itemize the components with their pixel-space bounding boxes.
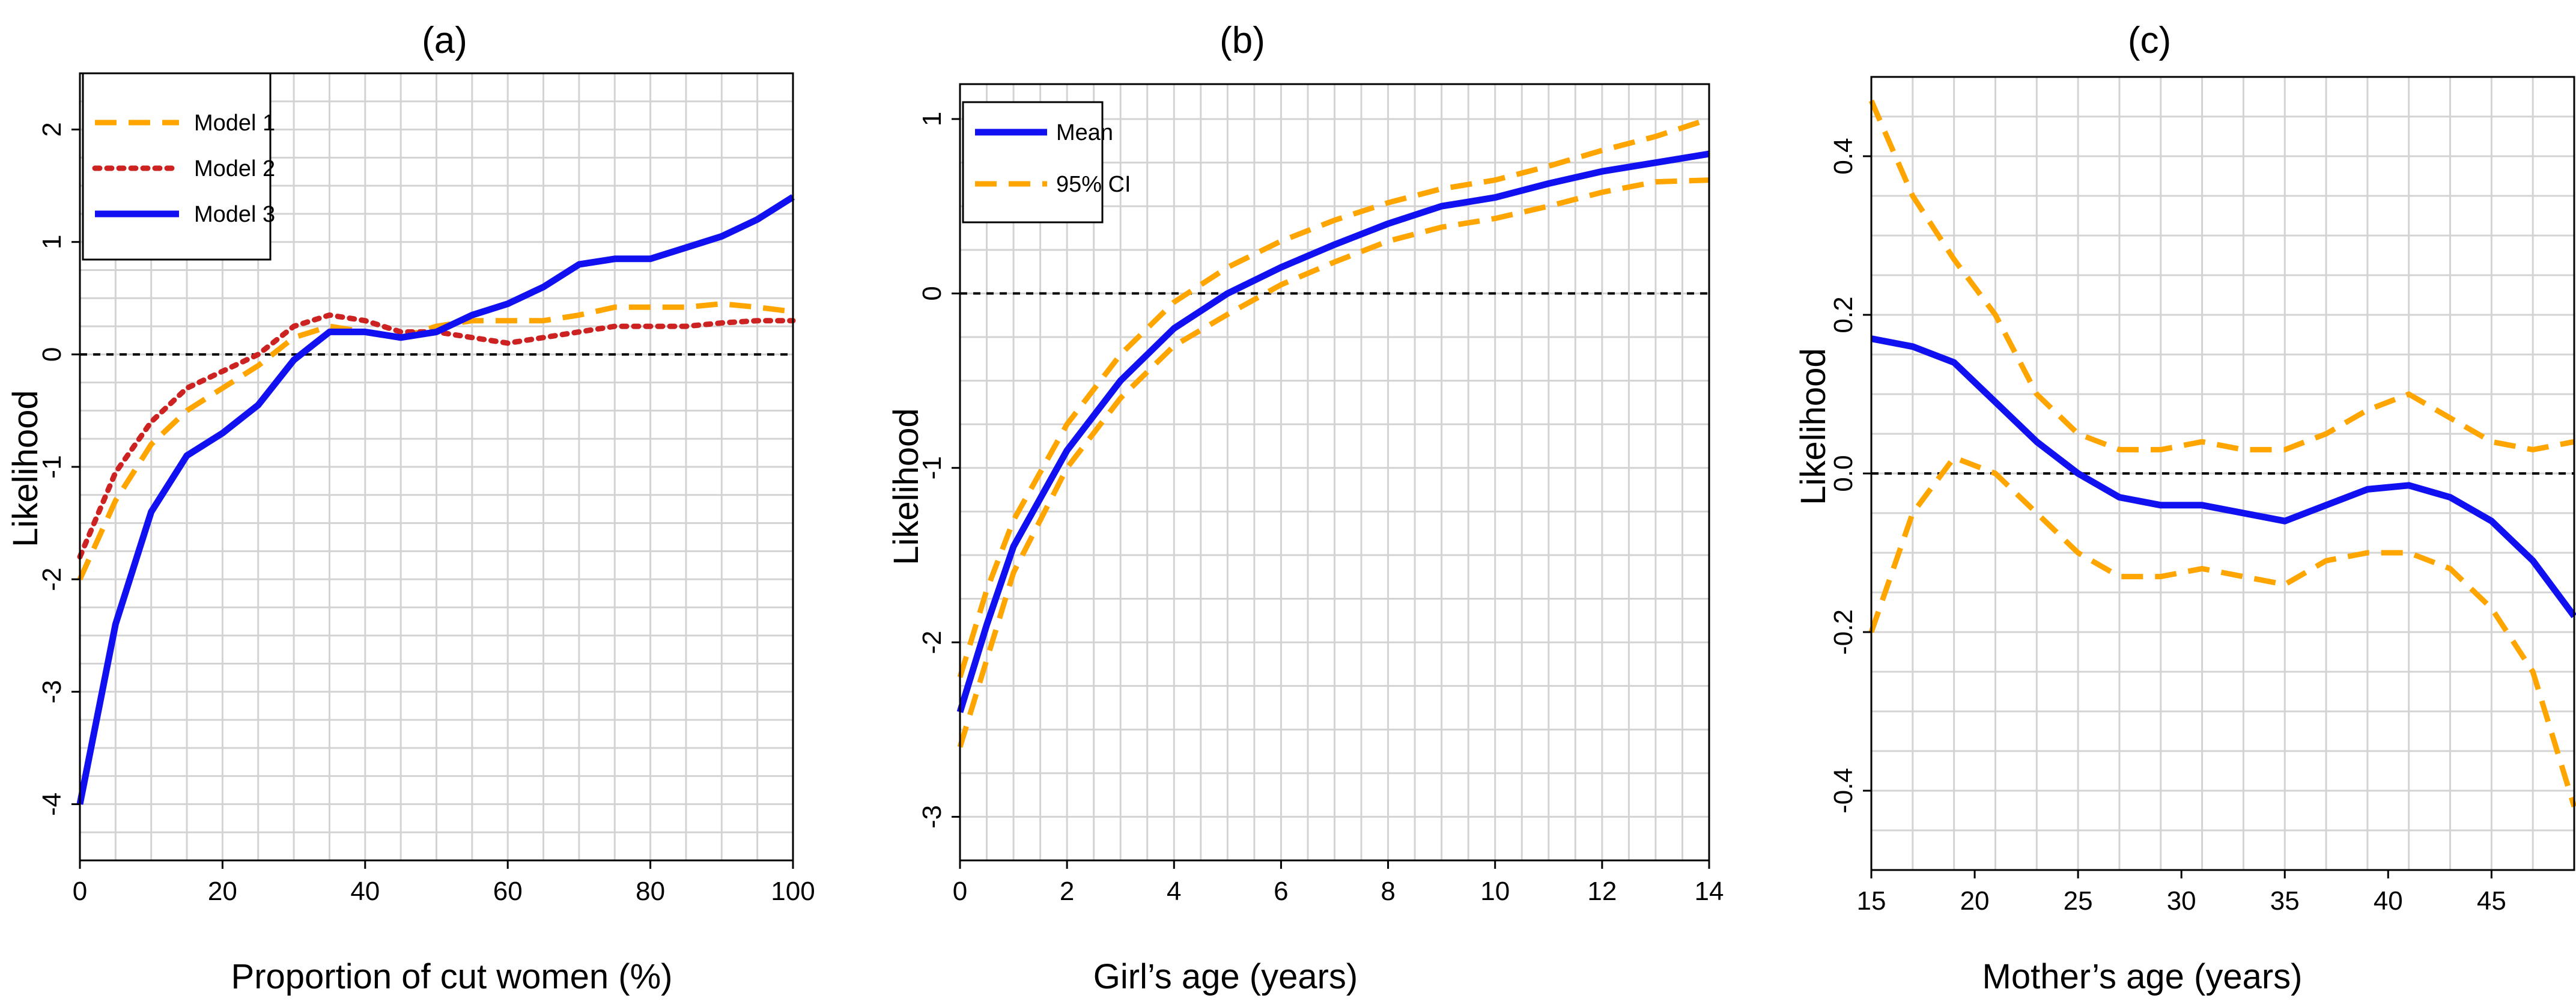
panel-a-legend-box	[82, 72, 272, 261]
panel-c-y-tick-label: -0.4	[1829, 768, 1858, 814]
panel-a-x-tick-label: 100	[771, 877, 815, 906]
panel-c-title: (c)	[2128, 20, 2171, 61]
panel-a-series-group	[76, 194, 796, 805]
panel-b-legend: Mean 95% CI	[962, 101, 1131, 224]
panel-b-plot-frame	[959, 83, 1710, 862]
panel-b-legend-label-mean: Mean	[1056, 120, 1113, 145]
panel-b-series-group	[956, 116, 1710, 748]
panel-a-y-tick-label: -4	[37, 793, 67, 816]
panel-b-y-ticks: -3 -2 -1 0 1	[917, 112, 960, 829]
panel-c-y-axis-label: Likelihood	[1794, 348, 1833, 505]
panel-c-x-ticks: 15 20 25 30 35 40 45	[1857, 870, 2506, 916]
panel-b-legend-box	[962, 101, 1104, 224]
panel-b: 0 2 4 6 8 10 12 14 -3 -2 -1 0 1 (b) Girl’s age (yea…	[887, 20, 1724, 996]
panel-c-series-95-ci-upper-line	[1868, 99, 2575, 452]
panel-a-y-tick-label: 0	[37, 347, 67, 362]
panel-c-x-tick-label: 40	[2374, 886, 2403, 916]
panel-c-x-tick-label: 45	[2477, 886, 2506, 916]
panel-a-x-tick-label: 80	[636, 877, 665, 906]
panel-c-x-tick-label: 30	[2167, 886, 2196, 916]
panel-a: 0 20 40 60 80 100 -4 -3 -2 -1 0 1 2 (a) Proportion …	[6, 20, 815, 996]
panel-c-series-95-ci-lower-line	[1868, 455, 2576, 808]
panel-b-y-tick-label: -2	[917, 631, 947, 654]
panel-b-series-95-ci-line	[957, 116, 1710, 678]
panel-a-y-tick-label: -1	[37, 455, 67, 478]
panel-b-series-mean-line	[956, 150, 1710, 713]
panel-b-y-tick-label: -1	[917, 456, 947, 479]
panel-c-x-tick-label: 15	[1857, 886, 1886, 916]
panel-b-x-tick-label: 10	[1480, 877, 1510, 906]
panel-a-x-tick-label: 20	[208, 877, 237, 906]
panel-a-y-tick-label: 1	[37, 234, 67, 249]
panel-b-y-tick-label: 0	[917, 286, 947, 300]
panel-a-title: (a)	[422, 20, 467, 61]
panel-b-x-tick-label: 6	[1274, 877, 1288, 906]
panel-c-y-tick-label: 0.2	[1829, 296, 1858, 333]
panel-b-x-tick-label: 4	[1167, 877, 1181, 906]
panel-b-x-tick-label: 14	[1695, 877, 1724, 906]
panel-a-y-axis-label: Likelihood	[6, 390, 45, 547]
panel-a-y-tick-label: -2	[37, 568, 67, 591]
panel-b-x-tick-label: 8	[1381, 877, 1395, 906]
panel-b-x-tick-label: 0	[953, 877, 967, 906]
panel-a-x-tick-label: 0	[73, 877, 87, 906]
panel-a-x-tick-label: 60	[493, 877, 523, 906]
panel-a-legend-label-model-3: Model 3	[194, 202, 275, 227]
panel-c: 15 20 25 30 35 40 45 -0.4 -0.2 0.0 0.2 0.4 (c) Mot…	[1794, 20, 2576, 996]
panel-b-x-tick-label: 2	[1060, 877, 1074, 906]
panel-b-y-tick-label: -3	[917, 805, 947, 829]
panel-c-y-tick-label: 0.4	[1829, 138, 1858, 174]
panel-c-x-axis-label: Mother’s age (years)	[1982, 957, 2303, 996]
panel-a-x-ticks: 0 20 40 60 80 100	[73, 860, 815, 906]
panel-b-legend-label-95-ci: 95% CI	[1056, 172, 1131, 197]
panel-c-x-tick-label: 20	[1960, 886, 1990, 916]
panel-b-x-ticks: 0 2 4 6 8 10 12 14	[953, 860, 1724, 906]
panel-a-series-model-3-line	[76, 194, 795, 805]
panel-c-y-ticks: -0.4 -0.2 0.0 0.2 0.4	[1829, 138, 1871, 814]
panel-a-y-tick-label: -3	[37, 680, 67, 704]
panel-c-x-tick-label: 25	[2064, 886, 2093, 916]
panel-b-y-axis-label: Likelihood	[887, 408, 926, 565]
panel-c-y-tick-label: 0.0	[1829, 455, 1858, 491]
panel-a-y-tick-label: 2	[37, 122, 67, 136]
panel-b-title: (b)	[1220, 20, 1265, 61]
panel-c-y-tick-label: -0.2	[1829, 609, 1858, 655]
panel-a-x-tick-label: 40	[350, 877, 380, 906]
panel-a-legend-label-model-2: Model 2	[194, 156, 275, 181]
panel-a-y-ticks: -4 -3 -2 -1 0 1 2	[37, 122, 80, 816]
panel-a-x-axis-label: Proportion of cut women (%)	[231, 957, 673, 996]
panel-b-x-tick-label: 12	[1587, 877, 1617, 906]
panel-a-legend-label-model-1: Model 1	[194, 111, 275, 136]
panel-c-series-mean-line	[1870, 335, 2576, 618]
panel-b-series-95-ci-lower-line	[957, 177, 1710, 748]
panel-a-series-model-1-line	[77, 301, 794, 580]
panel-c-series-group	[1868, 99, 2576, 808]
panel-b-x-axis-label: Girl’s age (years)	[1093, 957, 1358, 996]
panel-a-legend: Model 1 Model 2 Model 3	[82, 72, 275, 261]
panel-b-y-tick-label: 1	[917, 112, 947, 126]
panel-c-x-tick-label: 35	[2270, 886, 2300, 916]
